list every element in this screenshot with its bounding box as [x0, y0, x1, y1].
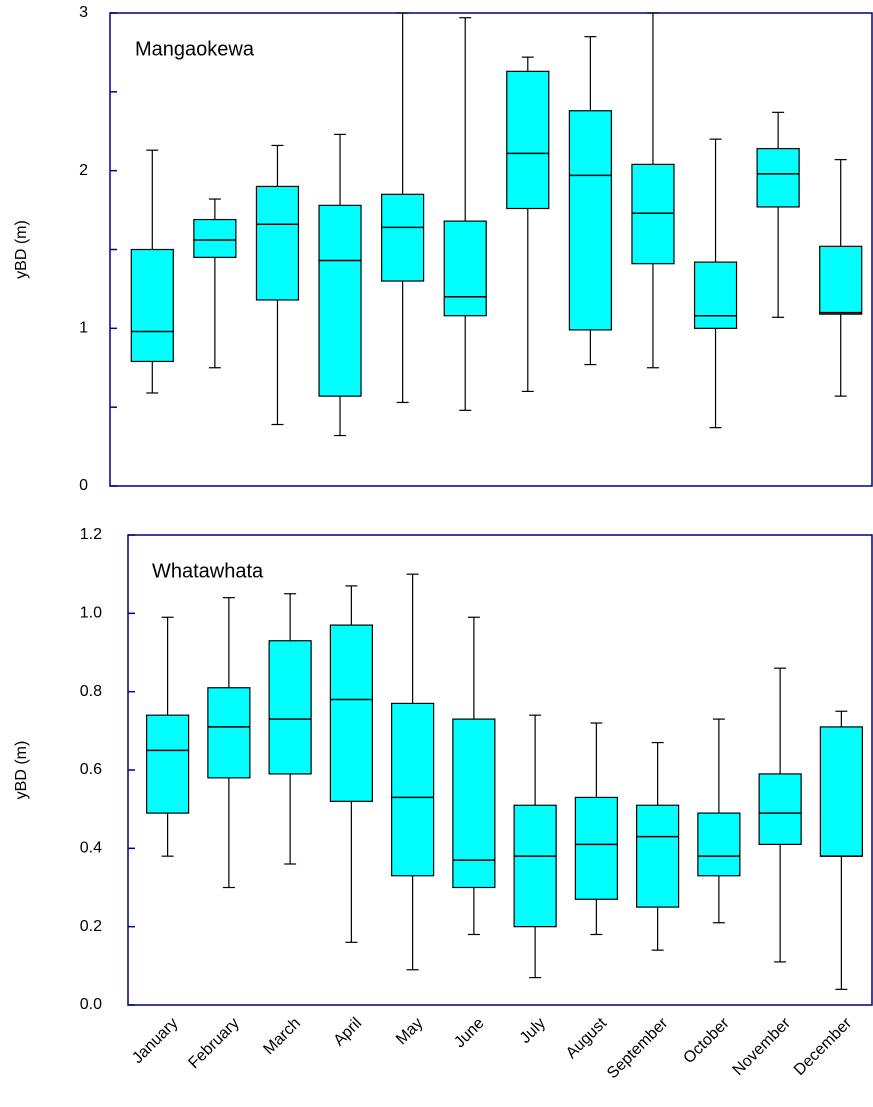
- box: [513, 804, 557, 928]
- x-tick-label: November: [730, 1014, 795, 1079]
- box: [255, 185, 300, 301]
- x-tick-label: December: [791, 1014, 856, 1079]
- box: [756, 147, 800, 208]
- x-tick-label: July: [517, 1015, 549, 1047]
- y-tick-label: 3: [79, 4, 88, 21]
- y-tick-label: 0.4: [80, 840, 102, 857]
- box: [758, 773, 802, 846]
- y-tick-label: 0.2: [80, 918, 102, 935]
- box: [193, 218, 237, 258]
- x-tick-label: March: [260, 1015, 303, 1058]
- y-tick-label: 0.6: [80, 761, 102, 778]
- box: [568, 110, 612, 331]
- box: [631, 163, 675, 265]
- y-axis-label: yBD (m): [13, 741, 30, 800]
- x-tick-label: January: [129, 1015, 181, 1067]
- y-axis-label: yBD (m): [13, 220, 30, 279]
- panel-title: Whatawhata: [152, 560, 264, 582]
- box: [693, 261, 738, 329]
- x-tick-label: October: [680, 1014, 733, 1067]
- box: [381, 193, 425, 282]
- y-tick-label: 2: [79, 162, 88, 179]
- x-tick-label: May: [393, 1015, 426, 1048]
- box: [146, 714, 190, 814]
- box: [697, 812, 741, 877]
- box: [819, 726, 863, 857]
- box: [443, 220, 487, 317]
- box: [506, 70, 550, 210]
- box: [268, 640, 312, 775]
- box: [819, 245, 863, 315]
- box: [318, 204, 362, 397]
- y-tick-label: 1.2: [80, 526, 102, 543]
- box: [636, 804, 680, 908]
- box: [391, 702, 435, 877]
- y-tick-label: 1: [79, 320, 88, 337]
- x-tick-label: June: [451, 1015, 488, 1052]
- x-tick-label: September: [604, 1014, 672, 1082]
- box: [329, 624, 373, 802]
- box: [130, 248, 174, 363]
- x-tick-label: August: [563, 1014, 611, 1062]
- y-tick-label: 0.0: [80, 996, 102, 1013]
- box: [574, 796, 618, 900]
- x-tick-label: April: [331, 1015, 366, 1050]
- box: [207, 687, 251, 779]
- box: [452, 718, 496, 889]
- y-tick-label: 0: [79, 477, 88, 494]
- y-tick-label: 0.8: [80, 683, 102, 700]
- y-tick-label: 1.0: [80, 605, 102, 622]
- x-tick-label: February: [185, 1015, 242, 1072]
- panel-title: Mangaokewa: [135, 38, 255, 60]
